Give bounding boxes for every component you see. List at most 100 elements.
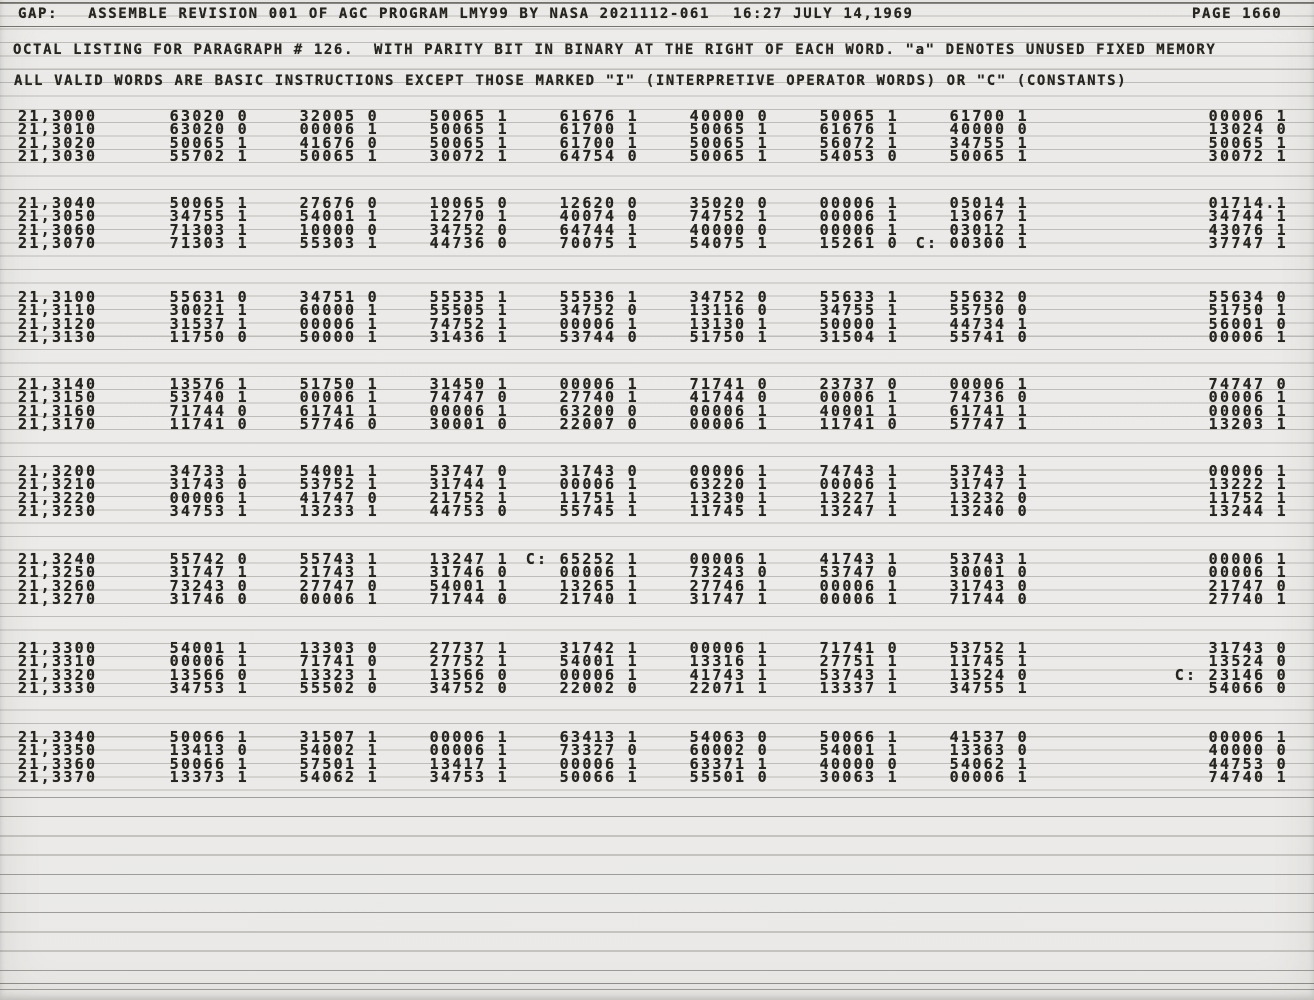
octal-word: 50066 1 xyxy=(169,754,249,773)
octal-word: 53744 0 xyxy=(559,328,639,347)
octal-word: 55633 1 xyxy=(819,288,899,306)
listing-row: 21,3270 31746 0 00006 1 71744 0 21740 1 31747… xyxy=(0,590,1314,609)
octal-word: 50065 1 xyxy=(689,133,769,152)
octal-word: 34752 0 xyxy=(429,220,509,239)
octal-word: 13203 1 xyxy=(1208,415,1288,434)
octal-word: 54001 1 xyxy=(299,207,379,226)
octal-word: 55631 0 xyxy=(169,288,249,306)
octal-word: 00006 1 xyxy=(949,768,1029,787)
octal-word: 54075 1 xyxy=(689,234,769,253)
listing-row: 21,3370 13373 1 54062 1 34753 1 50066 1 55501… xyxy=(0,768,1314,787)
octal-word: 00006 1 xyxy=(559,314,639,333)
octal-word: 00006 1 xyxy=(689,415,769,434)
octal-word: 50065 1 xyxy=(429,133,509,152)
octal-word: 31746 0 xyxy=(169,590,249,609)
listing-row: 21,3060 71303 1 10000 0 34752 0 64744 1 40000… xyxy=(0,220,1314,239)
octal-word: 13566 0 xyxy=(429,665,509,684)
header-page-number: PAGE 1660 xyxy=(1192,6,1283,22)
octal-word: 51750 1 xyxy=(1208,301,1288,320)
octal-word: 31507 1 xyxy=(299,728,379,746)
row-address: 21,3210 xyxy=(18,475,98,494)
header-rule-bottom xyxy=(0,26,1314,27)
octal-word: 15261 0 xyxy=(819,234,899,253)
listing-row: 21,3050 34755 1 54001 1 12270 1 40074 0 74752… xyxy=(0,207,1314,226)
row-address: 21,3270 xyxy=(18,590,98,609)
ruled-lines-bottom-area xyxy=(0,797,1314,1000)
octal-word: 44734 1 xyxy=(949,314,1029,333)
octal-word: 00006 1 xyxy=(1208,550,1288,568)
octal-word: 74752 1 xyxy=(689,207,769,226)
ruled-lines-content-area xyxy=(0,2,1314,798)
octal-word: 00006 1 xyxy=(819,590,899,609)
listing-row: 21,3200 34733 1 54001 1 53747 0 31743 0 00006… xyxy=(0,462,1314,480)
octal-word: 21740 1 xyxy=(559,590,639,609)
row-address: 21,3340 xyxy=(18,728,98,746)
octal-word: 71741 0 xyxy=(299,652,379,671)
octal-word: 54066 0 xyxy=(1208,679,1288,698)
row-address: 21,3350 xyxy=(18,741,98,760)
listing-row: 21,3240 55742 0 55743 1 13247 1 C: 65252 1 00… xyxy=(0,550,1314,568)
octal-word: 13247 1 xyxy=(819,502,899,521)
octal-word: 60002 0 xyxy=(689,741,769,760)
octal-word: 54001 1 xyxy=(429,576,509,595)
octal-word: 13265 1 xyxy=(559,576,639,595)
listing-row: 21,3360 50066 1 57501 1 13417 1 00006 1 63371… xyxy=(0,754,1314,773)
octal-word: 55536 1 xyxy=(559,288,639,306)
header-valid-words-note: ALL VALID WORDS ARE BASIC INSTRUCTIONS E… xyxy=(14,73,1128,89)
octal-word: 05014 1 xyxy=(949,194,1029,212)
octal-word: 11745 1 xyxy=(949,652,1029,671)
octal-word: 54001 1 xyxy=(559,652,639,671)
octal-word: 44753 0 xyxy=(429,502,509,521)
octal-word: 60000 1 xyxy=(299,301,379,320)
octal-word: 30001 0 xyxy=(429,415,509,434)
octal-word: 31746 0 xyxy=(429,563,509,582)
octal-word: 11741 0 xyxy=(169,415,249,434)
row-address: 21,3140 xyxy=(18,375,98,393)
octal-word: 44736 0 xyxy=(429,234,509,253)
listing-row: 21,3020 50065 1 41676 0 50065 1 61700 1 50065… xyxy=(0,133,1314,152)
octal-word: 13566 0 xyxy=(169,665,249,684)
row-address: 21,3220 xyxy=(18,488,98,507)
octal-word: 55501 0 xyxy=(689,768,769,787)
octal-word: 10065 0 xyxy=(429,194,509,212)
octal-word: 55634 0 xyxy=(1208,288,1288,306)
listing-row: 21,3260 73243 0 27747 0 54001 1 13265 1 27746… xyxy=(0,576,1314,595)
octal-word: 64754 0 xyxy=(559,147,639,166)
octal-word: 11751 1 xyxy=(559,488,639,507)
octal-word: 71303 1 xyxy=(169,234,249,253)
octal-word: 50065 1 xyxy=(169,133,249,152)
row-address: 21,3370 xyxy=(18,768,98,787)
listing-row: 21,3210 31743 0 53752 1 31744 1 00006 1 63220… xyxy=(0,475,1314,494)
row-address: 21,3100 xyxy=(18,288,98,306)
octal-word: 00006 1 xyxy=(1208,462,1288,480)
octal-word: 00006 1 xyxy=(169,488,249,507)
row-address: 21,3170 xyxy=(18,415,98,434)
octal-word: 27746 1 xyxy=(689,576,769,595)
octal-word: 41744 0 xyxy=(689,388,769,407)
octal-word: 61741 1 xyxy=(299,401,379,420)
octal-word: 53740 1 xyxy=(169,388,249,407)
octal-word: 63200 0 xyxy=(559,401,639,420)
octal-word: 00006 1 xyxy=(819,194,899,212)
octal-word: 13413 0 xyxy=(169,741,249,760)
octal-word: 00006 1 xyxy=(559,475,639,494)
octal-word: 40001 1 xyxy=(819,401,899,420)
octal-word: 34753 1 xyxy=(169,502,249,521)
octal-word: 61700 1 xyxy=(949,107,1029,125)
octal-word: 53743 1 xyxy=(819,665,899,684)
octal-word: 41676 0 xyxy=(299,133,379,152)
octal-word: 43076 1 xyxy=(1208,220,1288,239)
octal-word: 10000 0 xyxy=(299,220,379,239)
octal-word: 50066 1 xyxy=(559,768,639,787)
row-address: 21,3150 xyxy=(18,388,98,407)
row-address: 21,3040 xyxy=(18,194,98,212)
octal-word: 63413 1 xyxy=(559,728,639,746)
octal-word: 35020 0 xyxy=(689,194,769,212)
octal-word: 74740 1 xyxy=(1208,768,1288,787)
octal-word: 55750 0 xyxy=(949,301,1029,320)
octal-word: 56001 0 xyxy=(1208,314,1288,333)
octal-word: 13232 0 xyxy=(949,488,1029,507)
octal-word: 13244 1 xyxy=(1208,502,1288,521)
octal-word: 61700 1 xyxy=(559,133,639,152)
